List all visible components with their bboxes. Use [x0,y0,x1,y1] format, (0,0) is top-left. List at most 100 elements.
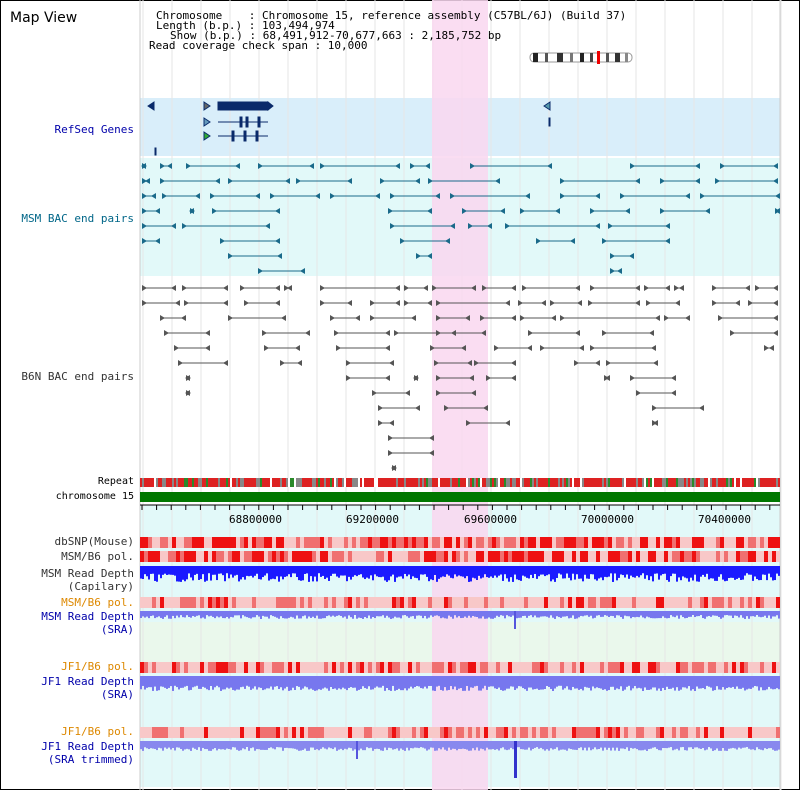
msm-bac-end [142,238,147,244]
msm-bac-end [296,178,301,184]
b6n-bac-end [590,285,595,291]
jf1-pol2-heat [140,727,780,738]
msm-bac-end [186,163,191,169]
msm-bac-end [167,163,172,169]
b6n-bac-end [486,375,491,381]
track-label-msm-pol[interactable]: MSM/B6 pol. [61,550,134,563]
b6n-bac-end [606,360,611,366]
msm-bac-end [695,163,700,169]
track-label-b6n-bac[interactable]: B6N BAC end pairs [21,370,134,383]
b6n-bac-end [175,300,180,306]
msm-bac-end [212,208,217,214]
track-label-repeat[interactable]: Repeat [97,476,134,487]
track-label-jf1-pol[interactable]: JF1/B6 pol. [61,660,134,673]
b6n-bac-end [649,330,654,336]
msm-bac-end [560,193,565,199]
msm-bac-end [315,193,320,199]
msm-bac-end [320,163,325,169]
axis-tick-label: 68800000 [229,513,282,526]
b6n-bac-end [518,300,523,306]
b6n-bac-end [730,330,735,336]
msm-bac-end [525,193,530,199]
b6n-bac-end [575,285,580,291]
track-label-dbsnp[interactable]: dbSNP(Mouse) [54,535,134,548]
b6n-bac-end [480,315,485,321]
msm-depth-sra [140,611,780,629]
b6n-bac-end [185,375,190,381]
msm-bac-end [416,253,421,259]
msm-bac-end [258,268,263,274]
b6n-bac-end [444,405,449,411]
track-label-refseq[interactable]: RefSeq Genes [54,123,134,136]
msm-depth-capillary [140,566,780,582]
msm-bac-end [395,163,400,169]
msm-bac-end [610,268,615,274]
msm-bac-end [610,253,615,259]
b6n-bac-end [674,285,679,291]
b6n-bac-end [413,375,418,381]
b6n-bac-end [467,360,472,366]
track-label-jf1-pol-2[interactable]: JF1/B6 pol. [61,725,134,738]
msm-bac-end [505,223,510,229]
msm-bac-end [275,208,280,214]
msm-bac-end [536,238,541,244]
msm-bac-end [415,178,420,184]
msm-bac-end [142,193,147,199]
msm-bac-end [275,238,280,244]
b6n-bac-end [579,345,584,351]
track-label-msm-pol-2[interactable]: MSM/B6 pol. [61,596,134,609]
msm-bac-end [390,193,395,199]
msm-bac-end [560,178,565,184]
msm-bac-end [270,193,275,199]
b6n-bac-end [262,330,267,336]
b6n-bac-end [280,360,285,366]
msm-bac-end [228,178,233,184]
b6n-bac-end [415,405,420,411]
b6n-bac-end [370,315,375,321]
b6n-bac-end [164,330,169,336]
b6n-bac-end [651,345,656,351]
b6n-bac-end [655,315,660,321]
b6n-bac-end [385,375,390,381]
track-label-jf1-depth-sub: (SRA) [100,688,134,701]
length-info: Length (b.p.) : 103,494,974 [156,19,335,32]
msm-bac-end [265,223,270,229]
track-label-jf1-trim[interactable]: JF1 Read Depth [41,740,134,753]
jf1-depth-trimmed [140,741,780,778]
track-label-msm-bac[interactable]: MSM BAC end pairs [21,212,134,225]
b6n-bac-end [334,330,339,336]
b6n-bac-end [712,285,717,291]
msm-bac-end [220,238,225,244]
b6n-bac-end [520,315,525,321]
msm-bac-end [285,178,290,184]
msm-bac-end [570,238,575,244]
b6n-bac-end [436,330,441,336]
b6n-bac-end [223,360,228,366]
track-label-msm-depth-sra[interactable]: MSM Read Depth [41,610,134,623]
b6n-bac-end [671,390,676,396]
msm-bac-end [277,253,282,259]
track-label-chromosome[interactable]: chromosome 15 [55,491,134,502]
b6n-bac-end [434,360,439,366]
msm-bac-end [410,163,415,169]
b6n-bac-end [436,375,441,381]
msm-bac-end [773,178,778,184]
msm-bac-end [400,238,405,244]
msm-pol2-heat [140,597,780,608]
b6n-bac-end [436,390,441,396]
msm-bac-end [775,193,780,199]
b6n-bac-end [430,345,435,351]
b6n-bac-end [511,375,516,381]
dbsnp-heat [140,537,780,548]
track-label-jf1-depth[interactable]: JF1 Read Depth [41,675,134,688]
b6n-bac-end [550,300,555,306]
b6n-bac-end [685,315,690,321]
track-label-msm-depth-cap[interactable]: MSM Read Depth [41,567,134,580]
b6n-bac-end [182,285,187,291]
b6n-bac-end [494,345,499,351]
b6n-bac-end [773,285,778,291]
chromosome-info: Chromosome : Chromosome 15, reference as… [156,9,627,22]
msm-bac-end [595,193,600,199]
msm-bac-end [617,268,622,274]
